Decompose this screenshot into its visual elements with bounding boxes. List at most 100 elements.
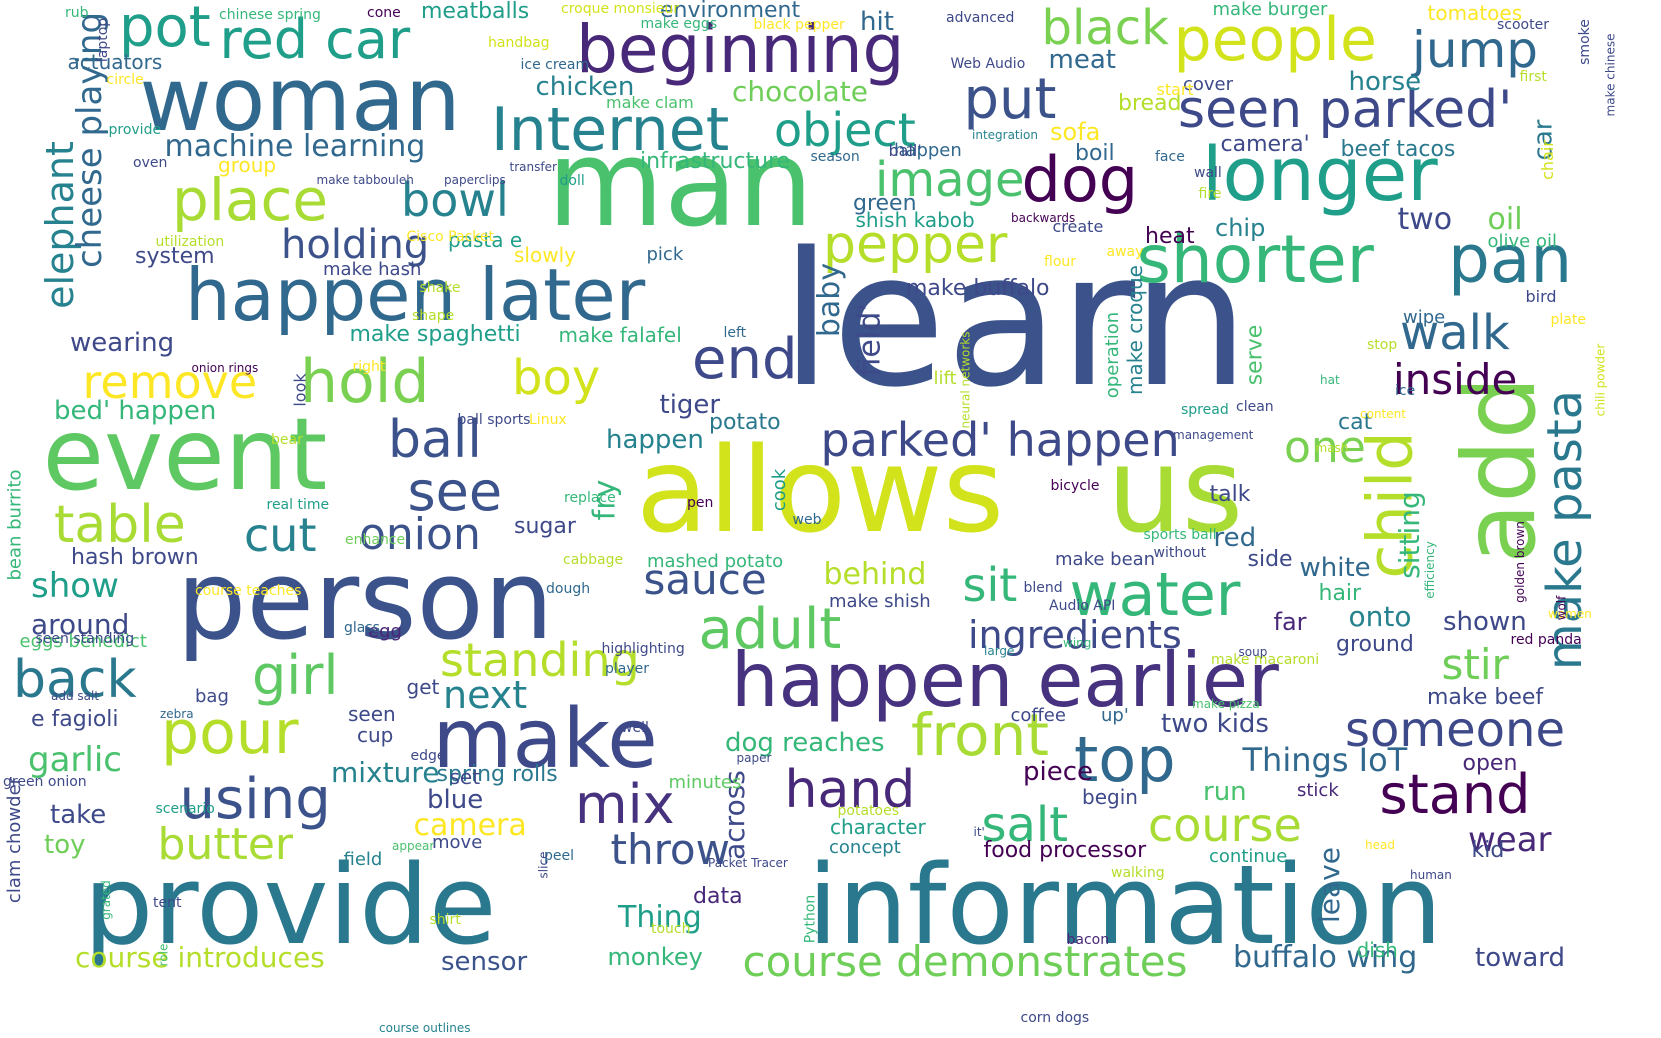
word-first: first	[1519, 69, 1547, 85]
word-ice-cream: ice cream	[520, 57, 590, 73]
word-ground: ground	[1336, 632, 1414, 657]
word-human: human	[1410, 868, 1452, 882]
word-create: create	[1052, 217, 1104, 236]
word-plate: plate	[1550, 312, 1586, 328]
word-chip: chip	[1215, 214, 1266, 242]
word-ball: ball	[388, 410, 482, 470]
word-back: back	[13, 650, 137, 710]
word-cover: cover	[1183, 74, 1234, 95]
word-mash: mash	[1315, 441, 1349, 455]
word-peel: peel	[544, 848, 575, 864]
word-mashed-potato: mashed potato	[647, 551, 784, 572]
word-well: well	[621, 720, 649, 736]
word-away: away	[1106, 244, 1144, 260]
word-make-spaghetti: make spaghetti	[349, 322, 521, 347]
word-make-pasta: make pasta	[1537, 389, 1594, 671]
word-web: web	[792, 512, 822, 528]
word-minutes: minutes	[668, 772, 742, 793]
word-dog-reaches: dog reaches	[725, 728, 885, 758]
word-smoke: smoke	[1576, 19, 1593, 65]
word-glass: glass	[344, 620, 380, 636]
word-happen-later: happen later	[185, 253, 646, 337]
word-bowl: bowl	[401, 173, 509, 227]
word-field: field	[343, 849, 383, 870]
word-slowly: slowly	[514, 243, 576, 267]
word-onto: onto	[1348, 600, 1412, 633]
word-ice: ice	[1395, 383, 1416, 399]
word-soup: soup	[1238, 645, 1268, 659]
word-place: place	[172, 166, 329, 234]
word-handbag: handbag	[488, 35, 550, 51]
word-face: face	[1155, 149, 1185, 165]
word-happen: happen	[894, 140, 962, 161]
word-man: man	[547, 115, 814, 254]
word-heat: heat	[1145, 224, 1195, 249]
word-top: top	[1074, 723, 1176, 796]
word-hash-brown: hash brown	[71, 545, 199, 570]
word-real-time: real time	[266, 497, 330, 513]
word-make-hash: make hash	[323, 259, 422, 280]
word-tent: tent	[153, 895, 182, 911]
word-advanced: advanced	[946, 10, 1015, 26]
word-open: open	[1462, 751, 1518, 776]
word-dough: dough	[546, 581, 591, 597]
word-spread: spread	[1181, 402, 1229, 418]
word-two: two	[1397, 202, 1453, 237]
word-content: content	[1360, 407, 1406, 421]
word-mix: mix	[575, 773, 675, 836]
word-wall: wall	[1194, 165, 1222, 181]
word-toy: toy	[44, 830, 86, 860]
word-show: show	[31, 566, 119, 606]
word-wearing: wearing	[70, 328, 175, 358]
word-croque-monsieur: croque monsieur	[561, 1, 680, 17]
word-shorter: shorter	[1136, 221, 1374, 298]
word-women: women	[1548, 607, 1592, 621]
word-beef-tacos: beef tacos	[1340, 137, 1456, 162]
word-someone: someone	[1345, 702, 1565, 758]
word-pour: pour	[161, 698, 299, 768]
word-baby: baby	[812, 262, 848, 338]
word-cat: cat	[1338, 410, 1373, 435]
word-blend: blend	[1023, 580, 1063, 596]
word-shish-kabob: shish kabob	[855, 208, 975, 232]
word-chicken: chicken	[535, 72, 635, 102]
word-far: far	[1273, 608, 1307, 636]
word-front: front	[911, 701, 1049, 769]
word-concept: concept	[829, 837, 901, 858]
word-hat: hat	[1320, 373, 1340, 387]
word-eggs-benedict: eggs benedict	[19, 631, 147, 652]
word-oven: oven	[133, 155, 168, 171]
word-thing: Thing	[618, 900, 702, 935]
word-pot: pot	[119, 0, 211, 60]
word-butter: butter	[157, 819, 293, 870]
word-set: set	[449, 765, 481, 789]
word-put: put	[963, 67, 1057, 132]
word-packet-tracer: Packet Tracer	[708, 856, 788, 870]
word-make-burger: make burger	[1212, 0, 1328, 20]
word-clam-chowder: clam chowder	[4, 776, 26, 904]
word-system: system	[135, 244, 215, 269]
word-camera: camera'	[1220, 132, 1310, 157]
word-wing: wing	[1063, 636, 1092, 650]
word-right: right	[352, 359, 386, 375]
word-enhance: enhance	[345, 532, 406, 548]
word-piece: piece	[1023, 757, 1094, 787]
word-around: around	[31, 608, 130, 641]
word-tomatoes: tomatoes	[1427, 1, 1523, 25]
word-bird: bird	[1525, 287, 1557, 306]
word-green-onion: green onion	[3, 774, 87, 790]
word-sensor: sensor	[441, 947, 528, 977]
word-course-outlines: course outlines	[379, 1021, 471, 1035]
word-chocolate: chocolate	[732, 75, 868, 108]
word-add-salt: add salt	[51, 689, 100, 703]
word-inside: inside	[1393, 355, 1518, 404]
word-make-clam: make clam	[606, 93, 694, 112]
word-left: left	[723, 325, 747, 341]
word-chair: chair	[1537, 140, 1557, 180]
word-player: player	[605, 661, 650, 677]
word-bread: bread	[1118, 91, 1182, 116]
word-paper: paper	[736, 751, 772, 765]
word-camera: camera	[413, 808, 527, 843]
word-beginning: beginning	[576, 11, 905, 88]
